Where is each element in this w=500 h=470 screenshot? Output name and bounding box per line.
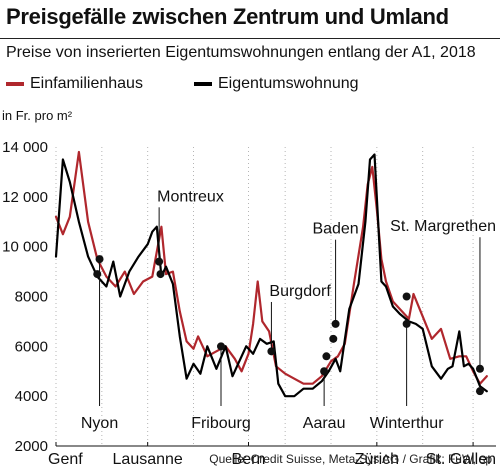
city-marker-dot — [331, 319, 340, 328]
city-marker-dot — [402, 319, 411, 328]
city-label: Baden — [312, 221, 358, 238]
legend-swatch-black — [194, 82, 212, 86]
y-tick-label: 14 000 — [2, 139, 48, 156]
city-marker-dot — [322, 352, 331, 361]
source-note: Quelle: Credit Suisse, Meta-Sys AG / Gra… — [209, 452, 492, 466]
city-marker-dot — [475, 387, 484, 396]
city-label: Aarau — [303, 415, 346, 432]
legend-label-einfamilienhaus: Einfamilienhaus — [30, 75, 143, 92]
series-line-einfamilienhaus — [54, 150, 488, 385]
legend-item-einfamilienhaus: Einfamilienhaus — [6, 74, 143, 94]
city-marker-dot — [475, 364, 484, 373]
city-label: Nyon — [81, 415, 118, 432]
city-label: Winterthur — [370, 415, 444, 432]
city-marker-dot — [95, 255, 104, 264]
y-tick-label: 6000 — [15, 338, 48, 355]
y-axis-unit-label: in Fr. pro m² — [2, 108, 73, 123]
x-tick-label: St. Gallen — [426, 451, 496, 468]
city-marker-dot — [402, 292, 411, 301]
chart-subtitle: Preise von inserierten Eigentumswohnunge… — [6, 44, 476, 61]
legend-item-eigentumswohnung: Eigentumswohnung — [194, 74, 359, 94]
legend-swatch-red — [6, 82, 24, 86]
x-tick-label: Zürich — [355, 451, 399, 468]
city-label: Burgdorf — [269, 283, 331, 300]
city-marker-dot — [320, 367, 329, 376]
title-divider — [0, 38, 500, 39]
city-label: Montreux — [157, 188, 224, 205]
series-line-eigentumswohnung — [54, 153, 488, 398]
legend-label-eigentumswohnung: Eigentumswohnung — [218, 75, 359, 92]
city-marker-dot — [217, 342, 225, 351]
x-tick-label: Bern — [232, 451, 266, 468]
y-tick-label: 8000 — [15, 289, 48, 306]
y-tick-label: 4000 — [15, 388, 48, 405]
chart-title: Preisgefälle zwischen Zentrum und Umland — [6, 4, 449, 29]
x-tick-label: Genf — [48, 451, 83, 468]
y-tick-label: 12 000 — [2, 189, 48, 206]
city-marker-dot — [155, 257, 164, 266]
y-tick-label: 10 000 — [2, 239, 48, 256]
city-marker-dot — [93, 270, 102, 279]
city-marker-dot — [329, 334, 338, 343]
x-tick-label: Lausanne — [113, 451, 183, 468]
y-tick-label: 2000 — [15, 438, 48, 455]
city-marker-dot — [267, 347, 276, 356]
city-label: St. Margrethen — [390, 218, 496, 235]
city-label: Fribourg — [191, 415, 251, 432]
city-marker-dot — [156, 270, 165, 279]
